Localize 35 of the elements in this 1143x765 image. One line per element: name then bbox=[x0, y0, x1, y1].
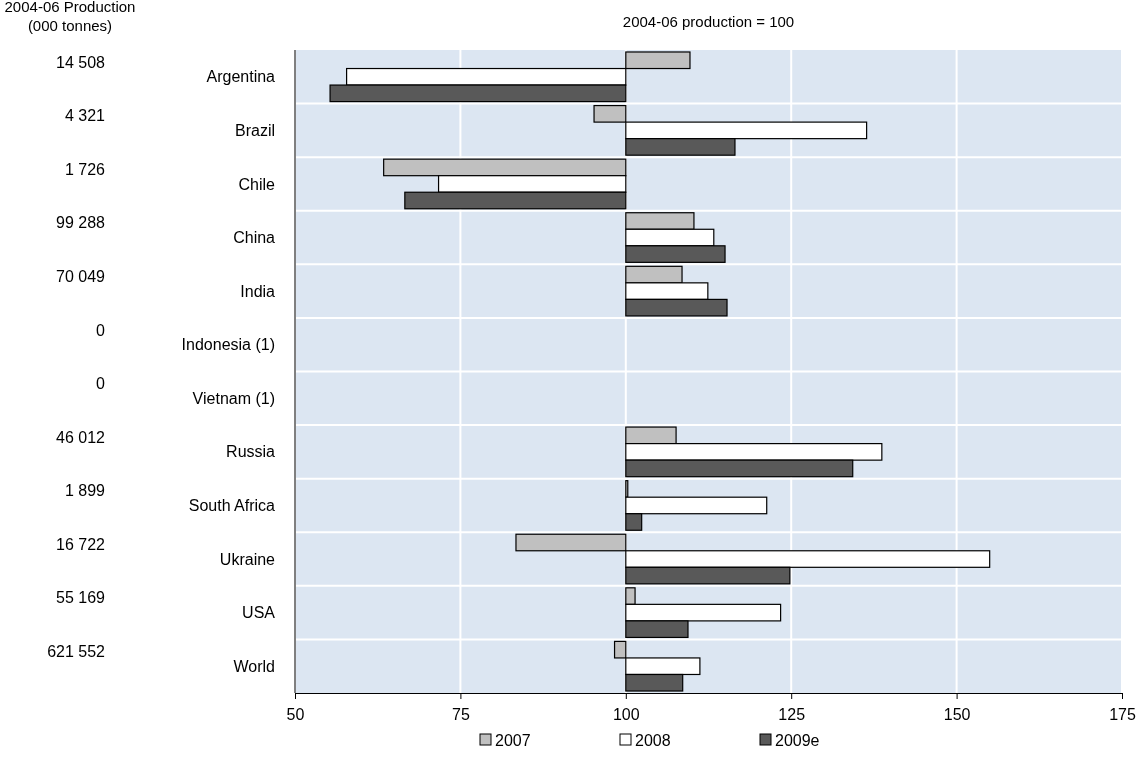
x-tick-label: 175 bbox=[1109, 705, 1136, 723]
x-tick-label: 150 bbox=[943, 705, 971, 723]
y-tick-label: India bbox=[240, 282, 276, 300]
y-tick-label: South Africa bbox=[188, 497, 276, 515]
text: 2004-06 Production (000 tonnes) bbox=[4, 0, 136, 34]
text: 1 899 bbox=[64, 482, 106, 500]
y-tick-label: Brazil bbox=[234, 121, 275, 139]
y-tick-label: Indonesia (1) bbox=[181, 336, 275, 354]
text: 14 508 bbox=[56, 53, 106, 71]
text: 0 bbox=[96, 321, 106, 339]
y-tick-label: China bbox=[233, 229, 276, 247]
x-tick-label: 75 bbox=[452, 705, 470, 723]
text: 0 bbox=[96, 375, 106, 393]
text: 99 288 bbox=[56, 214, 106, 232]
y-tick-label: Argentina bbox=[206, 68, 276, 86]
y-tick-label: Vietnam (1) bbox=[192, 389, 275, 407]
text: 621 552 bbox=[47, 643, 106, 661]
y-tick-label: Russia bbox=[226, 443, 276, 461]
x-tick-label: 50 bbox=[286, 705, 305, 723]
y-tick-label: Chile bbox=[238, 175, 276, 193]
y-tick-label: Ukraine bbox=[219, 550, 276, 568]
text: 55 169 bbox=[56, 589, 106, 607]
legend-label: 2009e bbox=[775, 731, 820, 749]
text: 70 049 bbox=[56, 267, 106, 285]
text: 46 012 bbox=[56, 428, 106, 446]
text: 1 726 bbox=[64, 160, 106, 178]
chart-subtitle: 2004-06 production = 100 bbox=[622, 13, 795, 30]
x-tick-label: 100 bbox=[612, 705, 640, 723]
y-tick-label: USA bbox=[242, 604, 276, 622]
y-tick-label: World bbox=[233, 657, 275, 675]
x-tick-label: 125 bbox=[778, 705, 806, 723]
legend-label: 2008 bbox=[635, 731, 671, 749]
legend-label: 2007 bbox=[495, 731, 531, 749]
text: 16 722 bbox=[56, 535, 106, 553]
text: 4 321 bbox=[64, 107, 106, 125]
